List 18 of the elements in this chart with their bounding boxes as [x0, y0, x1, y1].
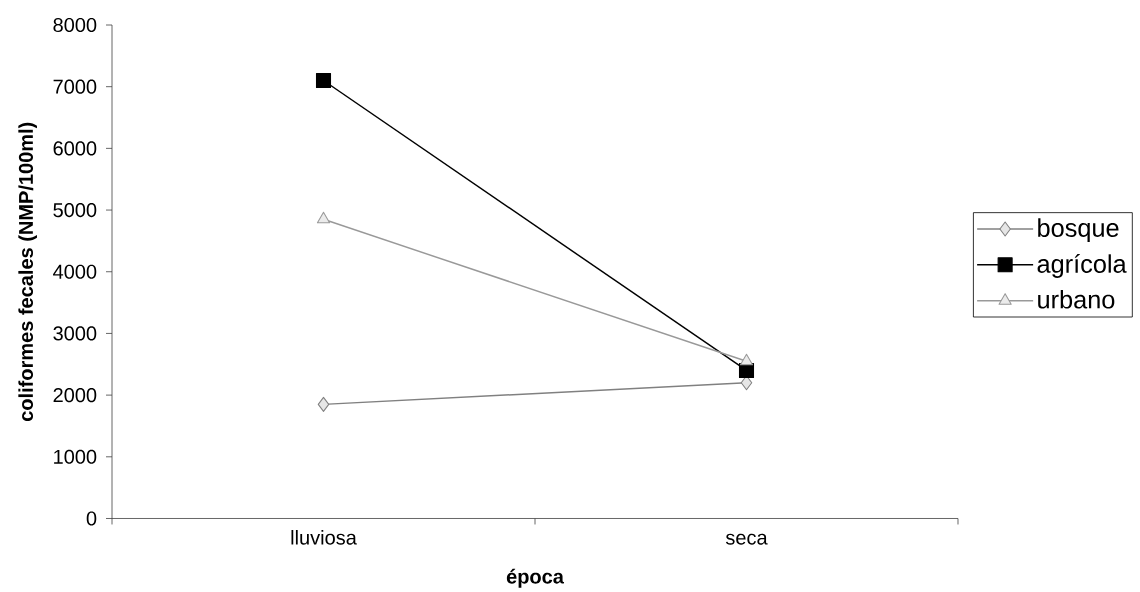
y-tick-label: 3000: [53, 326, 97, 341]
y-tick-label: 0: [86, 511, 97, 526]
y-tick-label: 6000: [53, 141, 97, 156]
x-tick-label: seca: [725, 533, 768, 545]
x-tick-label: lluviosa: [291, 529, 357, 545]
y-tick-label: 7000: [53, 79, 97, 94]
y-tick-label: 8000: [53, 17, 97, 33]
legend-label: urbano: [1038, 289, 1115, 309]
y-tick-label: 5000: [53, 202, 97, 218]
y-tick-label: 1000: [54, 449, 97, 464]
legend-label: agrícola: [1037, 254, 1127, 278]
x-axis-title: época: [506, 568, 565, 588]
y-axis-title: coliformes fecales (NMP/100ml): [18, 122, 37, 422]
point: [317, 396, 330, 412]
point: [315, 72, 332, 89]
legend-label: bosque: [1038, 218, 1119, 242]
y-tick-label: 4000: [53, 264, 97, 279]
y-tick-label: 2000: [53, 388, 97, 403]
